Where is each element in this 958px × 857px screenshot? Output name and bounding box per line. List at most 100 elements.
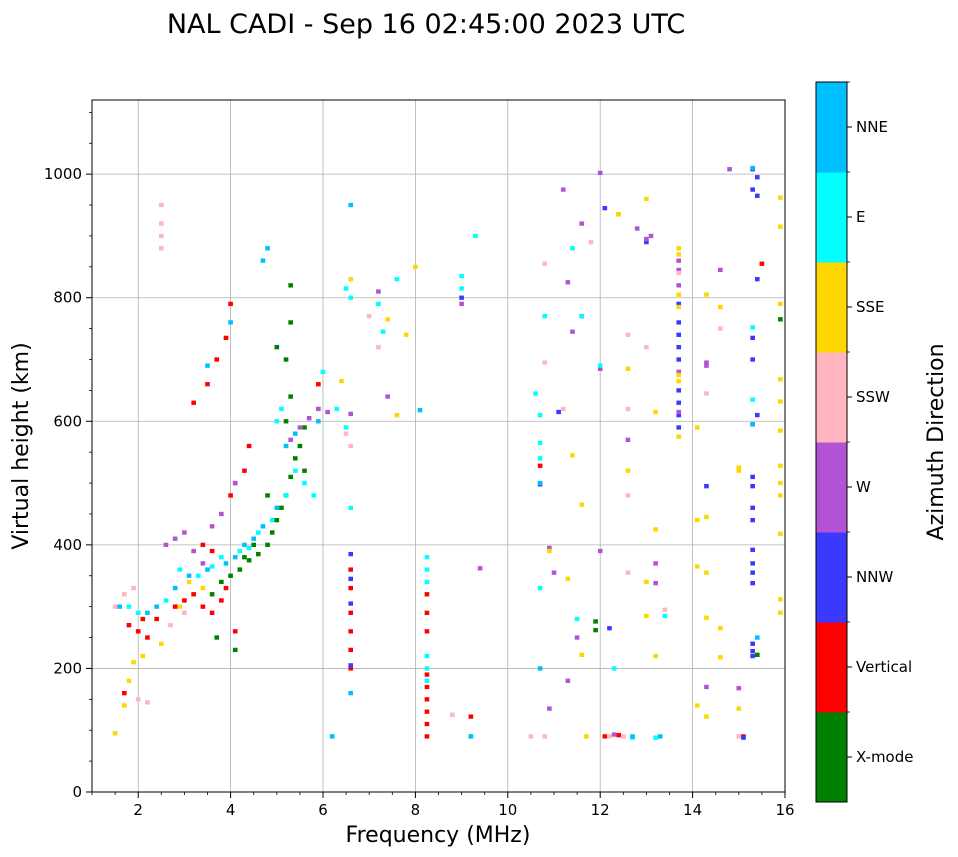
data-point-sse [385,317,390,322]
data-point-nnw [750,357,755,362]
data-point-vertical [140,616,146,622]
data-point-sse [694,564,700,569]
data-point-w [648,233,654,239]
data-point-w [704,363,709,368]
y-tick-label: 400 [53,536,82,554]
data-point-e [574,616,580,622]
data-point-sse [653,409,658,415]
data-point-w [297,425,303,430]
data-point-vertical [145,635,150,640]
data-point-vertical [135,629,141,634]
data-point-w [209,524,215,529]
data-point-sse [653,653,658,659]
data-point-w [676,267,682,273]
data-point-w [172,536,178,541]
data-point-nne [417,408,423,413]
data-point-vertical [424,697,430,702]
colorbar-swatch-w [816,442,847,533]
data-point-nne [537,666,543,671]
data-point-ssw [528,734,534,739]
data-point-sse [403,332,409,337]
data-point-w [676,258,682,263]
data-point-nnw [750,335,755,341]
data-point-x-mode [297,443,303,449]
data-point-x-mode [292,456,298,461]
data-point-ssw [625,332,631,337]
data-point-e [177,567,183,572]
data-point-w [676,369,682,375]
data-point-w [704,360,709,365]
y-axis-label: Virtual height (km) [9,342,34,549]
data-point-w [306,416,312,421]
data-point-x-mode [209,592,215,597]
data-point-nne [657,734,663,739]
data-point-w [191,548,196,554]
data-point-vertical [348,585,354,591]
colorbar-swatch-sse [816,262,847,353]
data-point-e [537,440,543,446]
data-point-vertical [348,647,354,653]
data-point-e [292,468,298,473]
data-point-e [209,564,215,569]
data-point-nne [468,734,474,739]
data-point-sse [704,292,709,297]
data-point-e [274,419,280,424]
x-tick-label: 2 [133,801,143,819]
data-point-e [283,493,289,498]
data-point-vertical [223,335,229,341]
data-point-ssw [122,592,127,597]
data-point-nne [329,734,335,739]
data-point-e [424,678,430,683]
data-point-vertical [246,443,252,449]
colorbar-label: SSW [856,388,890,406]
data-point-vertical [348,666,354,671]
data-point-ssw [620,734,626,739]
chart-title: NAL CADI - Sep 16 02:45:00 2023 UTC [167,9,685,40]
data-point-sse [694,703,700,708]
data-point-nnw [750,570,755,575]
data-point-e [424,653,430,659]
data-point-ssw [348,443,354,449]
data-point-vertical [172,604,178,609]
x-tick-label: 14 [683,801,702,819]
data-point-vertical [468,714,474,719]
data-point-x-mode [288,320,293,325]
data-points [112,165,783,740]
data-point-vertical [209,610,215,615]
data-point-vertical [228,493,233,498]
data-point-sse [718,655,723,660]
data-point-e [320,369,326,375]
data-point-vertical [214,357,220,362]
data-point-sse [778,493,783,498]
data-point-e [570,246,575,251]
colorbar-label: X-mode [856,748,913,766]
x-tick-label: 4 [226,801,236,819]
data-point-w [644,236,649,242]
data-point-e [533,391,538,396]
data-point-vertical [182,598,187,603]
x-tick-label: 10 [498,801,517,819]
data-point-nnw [754,412,760,418]
data-point-sse [570,453,575,458]
data-point-x-mode [251,542,257,548]
data-point-sse [676,292,682,297]
data-point-sse [616,212,621,217]
data-point-vertical [424,672,430,677]
data-point-sse [565,576,571,582]
data-point-nne [117,604,123,609]
data-point-w [385,394,390,399]
data-point-vertical [200,604,206,609]
data-point-e [343,286,349,291]
data-point-nnw [704,484,709,489]
data-point-nnw [348,551,354,557]
data-point-ssw [644,344,649,350]
data-point-nnw [676,344,682,350]
data-point-ssw [343,431,349,436]
data-point-sse [778,224,783,229]
data-point-sse [394,412,400,418]
data-point-x-mode [754,652,760,657]
data-point-nne [630,734,635,739]
data-point-sse [413,264,418,269]
y-tick-label: 0 [72,783,82,801]
